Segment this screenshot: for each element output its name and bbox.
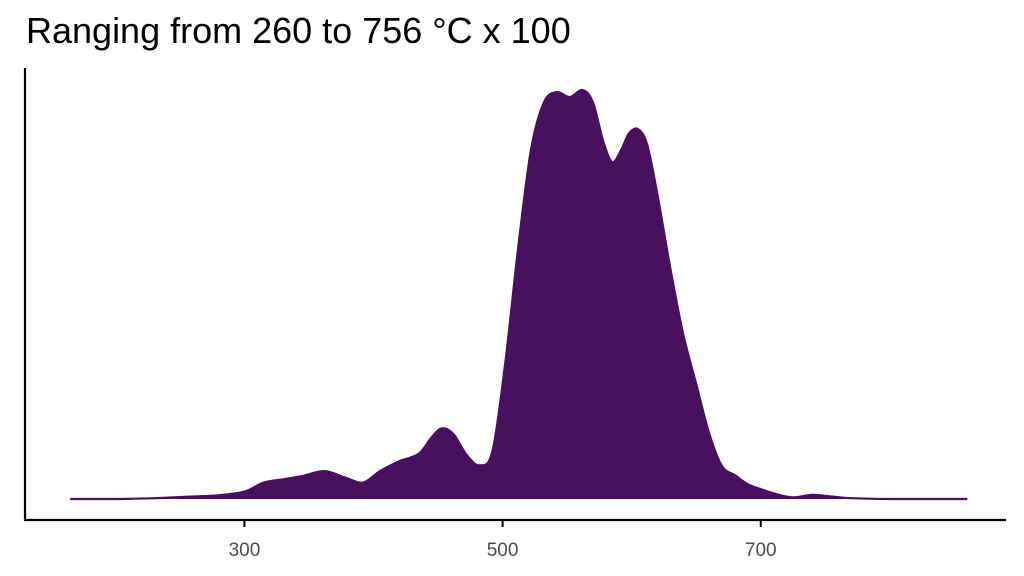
plot-area: [70, 88, 968, 501]
chart-title: Ranging from 260 to 756 °C x 100: [26, 10, 571, 51]
density-line: [70, 88, 968, 501]
x-tick-label: 500: [487, 540, 519, 561]
density-area: [70, 90, 968, 499]
x-tick-label: 700: [745, 540, 777, 561]
x-axis-ticks: 300 500 700: [229, 520, 777, 561]
x-tick-label: 300: [229, 540, 261, 561]
